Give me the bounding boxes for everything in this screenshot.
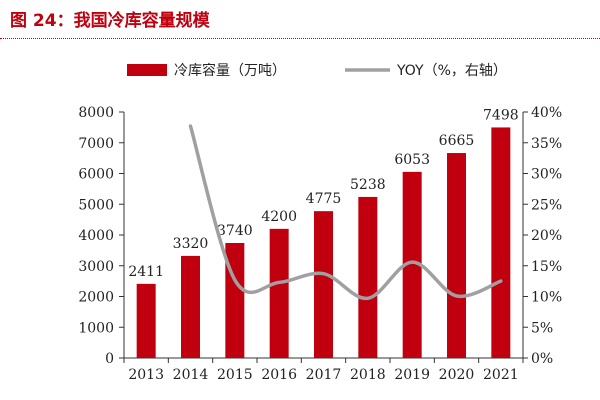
bar-value-label: 4775 <box>306 191 342 207</box>
bar-value-label: 3740 <box>217 223 253 239</box>
y-right-tick-label: 5% <box>531 320 553 336</box>
bar <box>314 211 333 358</box>
y-left-tick-label: 3000 <box>78 259 114 275</box>
y-right-tick-label: 35% <box>531 136 562 152</box>
yoy-series-line <box>188 124 503 301</box>
x-tick-label: 2018 <box>350 367 386 383</box>
x-tick-label: 2015 <box>217 367 253 383</box>
x-tick-label: 2021 <box>483 367 519 383</box>
bar <box>358 196 378 358</box>
y-right-tick-label: 40% <box>531 105 562 121</box>
legend-line-label: YOY（%，右轴） <box>396 63 507 79</box>
bar-value-label: 4200 <box>261 209 297 225</box>
legend-bar-label: 冷库容量（万吨） <box>174 62 286 79</box>
bar-value-label: 7498 <box>483 107 519 123</box>
legend-bar-swatch <box>127 64 167 76</box>
y-left-tick-label: 7000 <box>78 136 114 152</box>
bar-value-label: 2411 <box>128 264 164 280</box>
bar-labels: 2411 3320 3740 4200 4775 5238 6053 6665 7498 <box>128 107 518 279</box>
bar <box>136 283 156 358</box>
title-divider <box>0 38 600 39</box>
bar-value-label: 3320 <box>173 236 209 252</box>
bar <box>402 171 422 358</box>
y-right-tick-label: 15% <box>531 259 562 275</box>
bar <box>447 153 466 358</box>
y-left-tick-label: 4000 <box>78 228 114 244</box>
x-tick-label: 2019 <box>394 367 430 383</box>
x-tick-label: 2017 <box>306 367 342 383</box>
y-left-tick-label: 5000 <box>78 197 114 213</box>
bar-value-label: 6665 <box>439 133 475 149</box>
bar <box>181 255 200 358</box>
y-right-tick-label: 0% <box>531 351 553 367</box>
y-right-tick-label: 30% <box>531 167 562 183</box>
y-right-tick-label: 20% <box>531 228 562 244</box>
y-left-tick-label: 0 <box>105 351 114 367</box>
y-right-tick-label: 25% <box>531 197 562 213</box>
bar <box>269 228 289 358</box>
bar-value-label: 5238 <box>350 177 386 193</box>
bars <box>136 127 511 359</box>
chart-title: 图 24：我国冷库容量规模 <box>10 11 210 31</box>
x-tick-label: 2013 <box>128 367 164 383</box>
y-left-tick-label: 1000 <box>78 320 114 336</box>
y-left-tick-label: 6000 <box>78 167 114 183</box>
yoy-line <box>188 124 503 301</box>
x-tick-label: 2020 <box>439 367 475 383</box>
legend: 冷库容量（万吨） YOY（%，右轴） <box>127 62 507 79</box>
y-right-tick-label: 10% <box>531 290 562 306</box>
x-tick-label: 2016 <box>261 367 297 383</box>
y-left-tick-label: 2000 <box>78 290 114 306</box>
bar <box>491 127 511 359</box>
bar-value-label: 6053 <box>394 152 430 168</box>
y-left-tick-label: 8000 <box>78 105 114 121</box>
x-tick-label: 2014 <box>173 367 209 383</box>
